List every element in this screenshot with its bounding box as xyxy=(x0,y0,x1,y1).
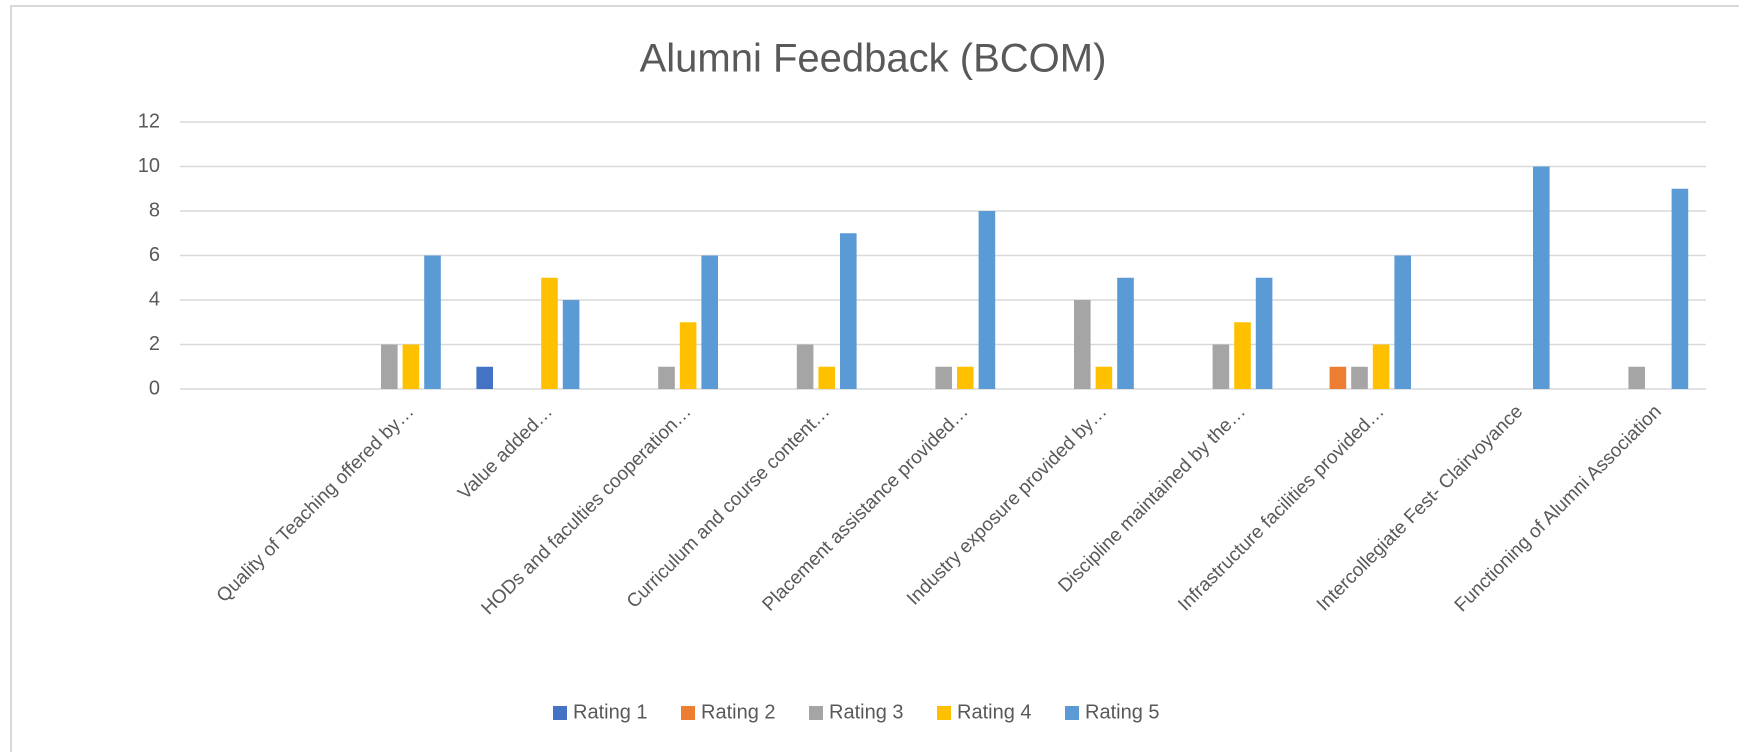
y-tick-label: 6 xyxy=(149,244,160,266)
bar xyxy=(957,366,974,389)
bar xyxy=(1372,344,1390,389)
bar xyxy=(562,300,580,389)
bar xyxy=(1329,366,1347,389)
bar xyxy=(1628,366,1645,389)
bar xyxy=(658,366,675,389)
bar xyxy=(424,255,441,389)
bar xyxy=(541,277,558,389)
legend-label: Rating 2 xyxy=(701,701,776,723)
bar xyxy=(796,344,814,389)
bar xyxy=(679,322,697,389)
bar xyxy=(1095,366,1113,389)
legend-swatch xyxy=(553,706,567,720)
chart-border xyxy=(10,5,1739,752)
y-tick-label: 0 xyxy=(149,377,160,399)
legend-label: Rating 1 xyxy=(573,701,648,723)
legend-swatch xyxy=(937,706,951,720)
legend-label: Rating 5 xyxy=(1085,701,1160,723)
y-tick-label: 12 xyxy=(138,110,160,132)
legend-swatch xyxy=(681,706,695,720)
bar xyxy=(1255,277,1273,389)
bar xyxy=(402,344,420,389)
bar xyxy=(935,366,952,389)
legend-label: Rating 4 xyxy=(957,701,1032,723)
y-tick-label: 4 xyxy=(149,288,160,310)
bar xyxy=(818,366,835,389)
bar xyxy=(1212,344,1230,389)
legend-label: Rating 3 xyxy=(829,701,904,723)
bar xyxy=(978,211,996,389)
legend-swatch xyxy=(1065,706,1079,720)
y-tick-label: 10 xyxy=(138,155,160,177)
y-tick-label: 2 xyxy=(149,333,160,355)
bar xyxy=(840,233,857,389)
bar xyxy=(1671,188,1689,389)
bar xyxy=(1394,255,1411,389)
bar xyxy=(1533,166,1550,389)
bar xyxy=(1351,366,1368,389)
bar xyxy=(1117,277,1134,389)
y-tick-label: 8 xyxy=(149,199,160,221)
chart-title: Alumni Feedback (BCOM) xyxy=(640,37,1107,81)
bar xyxy=(1074,300,1091,389)
bar xyxy=(476,366,493,389)
bar xyxy=(1234,322,1251,389)
bar xyxy=(701,255,718,389)
bar xyxy=(381,344,398,389)
legend-swatch xyxy=(809,706,823,720)
